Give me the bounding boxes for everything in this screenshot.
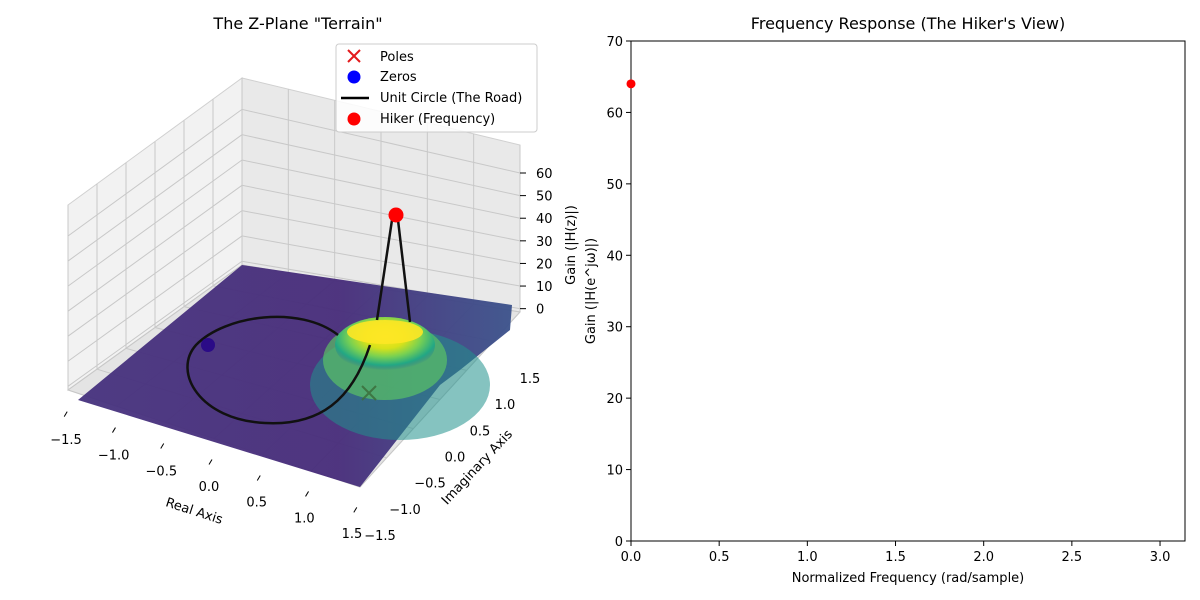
real-tick-mark — [353, 507, 358, 513]
frequency-tick-label: 3.0 — [1150, 550, 1171, 565]
real-tick-label: −1.5 — [50, 433, 82, 448]
frequency-tick-label: 2.0 — [973, 550, 994, 565]
gain-axis-label-2d: Gain (|H(e^jω)|) — [584, 238, 599, 344]
real-axis-label: Real Axis — [164, 495, 225, 528]
real-tick-mark — [112, 427, 116, 433]
real-tick-mark — [63, 411, 68, 417]
imag-tick-label: −0.5 — [414, 477, 446, 492]
legend-label-zeros: Zeros — [380, 70, 417, 85]
frequency-response-panel: Frequency Response (The Hiker's View) 0.… — [584, 14, 1186, 586]
imag-tick-label: −1.0 — [389, 503, 421, 518]
pole-marker — [361, 385, 377, 401]
z-grid-line — [67, 108, 521, 237]
z-grid-line — [67, 210, 521, 337]
frequency-axis-ticks: 0.0 0.5 1.0 1.5 2.0 2.5 3.0 — [621, 541, 1171, 565]
gain-tick-label-2d: 20 — [606, 392, 623, 407]
frequency-tick-label: 1.5 — [885, 550, 906, 565]
hiker-marker-3d — [388, 207, 404, 223]
terrain-peak-top — [347, 320, 423, 344]
z-grid-line — [67, 134, 521, 262]
legend-label-hiker: Hiker (Frequency) — [380, 112, 495, 127]
gain-axis-ticks: 0 10 20 30 40 50 60 — [520, 167, 553, 318]
frequency-tick-label: 1.0 — [797, 550, 818, 565]
real-tick-label: −1.0 — [98, 449, 130, 464]
gain-tick-label: 50 — [536, 190, 553, 205]
hiker-legend-icon — [347, 112, 361, 126]
poles-legend-icon — [347, 49, 361, 63]
gain-tick-label-2d: 10 — [606, 464, 623, 479]
z-plane-title: The Z-Plane "Terrain" — [212, 14, 382, 33]
gain-tick-label: 30 — [536, 235, 553, 250]
legend-item-unit-circle: Unit Circle (The Road) — [341, 91, 522, 106]
gain-tick-label: 40 — [536, 212, 553, 227]
real-tick-mark — [305, 491, 309, 497]
gain-tick-label-2d: 70 — [606, 35, 623, 50]
gain-axis-label-3d: Gain (|H(z)|) — [564, 205, 579, 285]
real-tick-label: 1.5 — [342, 527, 363, 542]
z-grid-line — [67, 235, 521, 362]
real-tick-label: 1.0 — [294, 511, 315, 526]
legend-item-poles: Poles — [347, 49, 414, 65]
imag-tick-label: 1.0 — [495, 398, 516, 413]
frequency-response-title: Frequency Response (The Hiker's View) — [751, 14, 1065, 33]
z-plane-3d-panel: The Z-Plane "Terrain" −1.5 −1.0 −0.5 0.0 0.5… — [50, 14, 579, 544]
imag-tick-label: 0.5 — [470, 424, 491, 439]
imag-tick-label: −1.5 — [364, 529, 396, 544]
frequency-axis-label: Normalized Frequency (rad/sample) — [792, 571, 1025, 586]
gain-tick-label: 10 — [536, 280, 553, 295]
real-tick-mark — [208, 459, 213, 465]
legend-label-poles: Poles — [380, 50, 414, 65]
hiker-marker-2d — [626, 79, 636, 89]
real-tick-mark — [256, 475, 261, 481]
z-grid-line — [67, 159, 521, 287]
gain-tick-label-2d: 30 — [606, 321, 623, 336]
unit-circle-road — [186, 315, 372, 425]
zeros-legend-icon — [347, 70, 361, 84]
gain-tick-label-2d: 40 — [606, 249, 623, 264]
real-axis-ticks: −1.5 −1.0 −0.5 0.0 0.5 1.0 1.5 — [50, 411, 363, 542]
gain-tick-label-2d: 50 — [606, 178, 623, 193]
gain-tick-label: 0 — [536, 303, 544, 318]
legend-item-zeros: Zeros — [347, 70, 417, 85]
gain-tick-label: 20 — [536, 257, 553, 272]
legend: Poles Zeros Unit Circle (The Road) Hiker… — [335, 43, 538, 133]
frequency-tick-label: 0.5 — [709, 550, 730, 565]
gain-tick-label: 60 — [536, 167, 553, 182]
real-tick-label: 0.0 — [199, 480, 220, 495]
gain-tick-label-2d: 0 — [615, 535, 623, 550]
gain-tick-label-2d: 60 — [606, 106, 623, 121]
real-tick-label: −0.5 — [146, 464, 178, 479]
legend-box — [335, 43, 538, 133]
z-grid-line — [67, 184, 521, 312]
imag-tick-label: 0.0 — [445, 451, 466, 466]
imag-tick-label: 1.5 — [520, 372, 541, 387]
gain-axis-ticks: 0 10 20 30 40 50 60 70 — [606, 35, 631, 550]
plot-area — [630, 40, 1186, 542]
imag-axis-ticks: −1.5 −1.0 −0.5 0.0 0.5 1.0 1.5 — [364, 372, 540, 544]
real-tick-mark — [160, 443, 165, 449]
legend-item-hiker: Hiker (Frequency) — [347, 112, 495, 127]
legend-label-unit-circle: Unit Circle (The Road) — [380, 91, 522, 106]
zero-marker — [201, 338, 215, 352]
frequency-tick-label: 0.0 — [621, 550, 642, 565]
real-tick-label: 0.5 — [246, 496, 267, 511]
frequency-tick-label: 2.5 — [1062, 550, 1083, 565]
